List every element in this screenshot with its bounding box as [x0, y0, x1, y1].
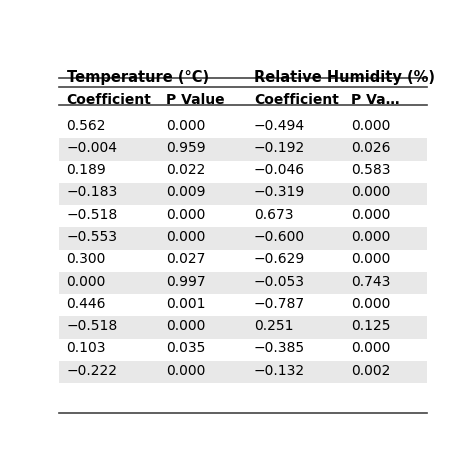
Text: −0.518: −0.518: [66, 319, 118, 333]
Text: −0.053: −0.053: [254, 274, 305, 289]
Text: P Va…: P Va…: [351, 93, 400, 108]
Text: 0.300: 0.300: [66, 252, 106, 266]
Text: 0.026: 0.026: [351, 141, 391, 155]
Text: 0.002: 0.002: [351, 364, 391, 378]
Text: −0.385: −0.385: [254, 341, 305, 356]
Text: 0.000: 0.000: [351, 252, 391, 266]
FancyBboxPatch shape: [59, 138, 427, 161]
Text: 0.001: 0.001: [166, 297, 205, 311]
Text: 0.000: 0.000: [351, 341, 391, 356]
Text: 0.009: 0.009: [166, 185, 205, 200]
Text: 0.000: 0.000: [351, 185, 391, 200]
Text: 0.673: 0.673: [254, 208, 293, 222]
Text: 0.000: 0.000: [166, 364, 205, 378]
Text: 0.251: 0.251: [254, 319, 293, 333]
Text: −0.046: −0.046: [254, 163, 305, 177]
Text: 0.000: 0.000: [351, 208, 391, 222]
FancyBboxPatch shape: [59, 361, 427, 383]
Text: Coefficient: Coefficient: [254, 93, 339, 108]
Text: −0.553: −0.553: [66, 230, 118, 244]
Text: 0.035: 0.035: [166, 341, 205, 356]
Text: Temperature (°C): Temperature (°C): [66, 70, 209, 85]
FancyBboxPatch shape: [59, 116, 427, 138]
Text: 0.189: 0.189: [66, 163, 106, 177]
Text: Relative Humidity (%): Relative Humidity (%): [254, 70, 435, 85]
Text: −0.494: −0.494: [254, 118, 305, 133]
Text: 0.103: 0.103: [66, 341, 106, 356]
Text: 0.583: 0.583: [351, 163, 391, 177]
Text: Coefficient: Coefficient: [66, 93, 152, 108]
Text: 0.000: 0.000: [166, 208, 205, 222]
Text: 0.959: 0.959: [166, 141, 205, 155]
FancyBboxPatch shape: [59, 338, 427, 361]
FancyBboxPatch shape: [59, 250, 427, 272]
Text: 0.000: 0.000: [351, 297, 391, 311]
FancyBboxPatch shape: [59, 228, 427, 250]
FancyBboxPatch shape: [59, 272, 427, 294]
Text: −0.787: −0.787: [254, 297, 305, 311]
Text: 0.000: 0.000: [166, 319, 205, 333]
Text: −0.518: −0.518: [66, 208, 118, 222]
Text: −0.629: −0.629: [254, 252, 305, 266]
FancyBboxPatch shape: [59, 183, 427, 205]
Text: −0.319: −0.319: [254, 185, 305, 200]
Text: 0.022: 0.022: [166, 163, 205, 177]
Text: 0.000: 0.000: [66, 274, 106, 289]
Text: −0.192: −0.192: [254, 141, 305, 155]
Text: −0.183: −0.183: [66, 185, 118, 200]
Text: −0.600: −0.600: [254, 230, 305, 244]
FancyBboxPatch shape: [59, 205, 427, 228]
Text: 0.446: 0.446: [66, 297, 106, 311]
Text: 0.000: 0.000: [166, 230, 205, 244]
Text: −0.132: −0.132: [254, 364, 305, 378]
Text: 0.000: 0.000: [351, 118, 391, 133]
FancyBboxPatch shape: [59, 161, 427, 183]
Text: 0.743: 0.743: [351, 274, 391, 289]
FancyBboxPatch shape: [59, 294, 427, 316]
Text: 0.997: 0.997: [166, 274, 205, 289]
FancyBboxPatch shape: [59, 316, 427, 338]
Text: −0.222: −0.222: [66, 364, 118, 378]
Text: −0.004: −0.004: [66, 141, 118, 155]
Text: 0.562: 0.562: [66, 118, 106, 133]
Text: 0.000: 0.000: [166, 118, 205, 133]
Text: 0.000: 0.000: [351, 230, 391, 244]
Text: 0.027: 0.027: [166, 252, 205, 266]
Text: 0.125: 0.125: [351, 319, 391, 333]
Text: P Value: P Value: [166, 93, 224, 108]
